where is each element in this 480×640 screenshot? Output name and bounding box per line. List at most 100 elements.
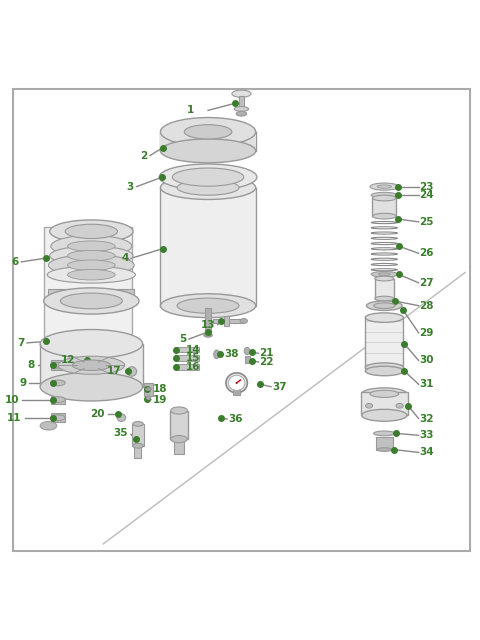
Ellipse shape [371, 271, 396, 277]
Bar [144, 383, 153, 396]
Ellipse shape [226, 373, 247, 393]
Ellipse shape [364, 366, 403, 376]
Bar [212, 319, 243, 323]
Ellipse shape [371, 193, 396, 198]
Ellipse shape [51, 397, 65, 403]
Ellipse shape [369, 183, 398, 190]
Ellipse shape [361, 388, 406, 400]
Ellipse shape [146, 396, 151, 399]
Bar [372, 198, 396, 216]
Ellipse shape [373, 431, 394, 436]
Bar [239, 96, 243, 108]
Ellipse shape [177, 180, 239, 195]
Text: 19: 19 [152, 394, 167, 404]
Text: 6: 6 [11, 257, 18, 267]
Ellipse shape [369, 390, 398, 397]
Ellipse shape [204, 333, 212, 337]
Bar [374, 278, 393, 299]
Ellipse shape [159, 164, 256, 190]
Ellipse shape [65, 224, 117, 239]
Bar [174, 364, 198, 369]
Text: 20: 20 [90, 410, 105, 419]
Bar [44, 227, 132, 341]
Ellipse shape [117, 414, 125, 422]
Ellipse shape [236, 111, 246, 116]
Bar [134, 445, 141, 458]
Text: 5: 5 [179, 334, 186, 344]
Ellipse shape [231, 90, 251, 97]
Ellipse shape [365, 403, 372, 408]
Text: 28: 28 [419, 301, 433, 310]
Ellipse shape [376, 185, 391, 188]
Text: 22: 22 [259, 357, 274, 367]
Ellipse shape [40, 330, 142, 358]
Bar [174, 355, 198, 361]
Text: 15: 15 [185, 353, 200, 363]
Text: 33: 33 [419, 430, 433, 440]
Bar [51, 378, 65, 388]
Ellipse shape [228, 375, 244, 390]
Ellipse shape [47, 266, 135, 283]
Text: 27: 27 [419, 278, 433, 288]
Ellipse shape [40, 422, 57, 430]
Text: 13: 13 [200, 320, 215, 330]
Text: 37: 37 [271, 381, 286, 392]
Bar [360, 392, 408, 415]
Ellipse shape [160, 175, 255, 200]
Text: 18: 18 [152, 383, 167, 394]
Ellipse shape [374, 276, 393, 281]
Bar [51, 413, 65, 422]
Bar [160, 188, 255, 306]
Ellipse shape [160, 118, 255, 146]
Ellipse shape [67, 269, 115, 280]
Ellipse shape [160, 294, 255, 317]
Ellipse shape [177, 298, 239, 314]
Text: 30: 30 [419, 355, 433, 365]
Ellipse shape [366, 301, 401, 310]
Bar [174, 347, 198, 353]
Bar [51, 395, 65, 404]
Ellipse shape [51, 415, 65, 420]
Ellipse shape [49, 246, 133, 265]
Ellipse shape [234, 107, 248, 111]
Ellipse shape [395, 403, 402, 408]
Ellipse shape [372, 195, 396, 201]
Text: 11: 11 [7, 413, 22, 422]
Bar [40, 344, 143, 387]
Text: 34: 34 [419, 447, 433, 458]
Ellipse shape [51, 362, 65, 368]
Ellipse shape [51, 236, 132, 257]
Text: 26: 26 [419, 248, 433, 259]
Ellipse shape [373, 303, 394, 308]
Bar [169, 410, 188, 439]
Ellipse shape [235, 382, 237, 384]
Ellipse shape [364, 363, 403, 372]
Ellipse shape [67, 250, 115, 261]
Text: 2: 2 [140, 150, 147, 161]
Ellipse shape [49, 220, 133, 243]
Ellipse shape [145, 388, 151, 390]
Text: 38: 38 [224, 349, 238, 359]
Bar [375, 437, 392, 449]
Ellipse shape [376, 447, 391, 451]
Text: 24: 24 [419, 190, 433, 200]
Text: 29: 29 [419, 328, 433, 338]
Bar [132, 424, 144, 446]
Text: 25: 25 [419, 217, 433, 227]
Bar [233, 387, 240, 396]
Bar [223, 316, 228, 326]
Text: 8: 8 [27, 360, 35, 371]
Text: 36: 36 [228, 414, 242, 424]
Text: 10: 10 [5, 394, 19, 404]
Ellipse shape [172, 168, 243, 186]
Ellipse shape [374, 296, 393, 301]
Ellipse shape [213, 350, 219, 358]
Text: 16: 16 [185, 362, 200, 372]
Ellipse shape [60, 293, 122, 309]
Ellipse shape [240, 319, 247, 323]
Ellipse shape [48, 255, 134, 276]
Ellipse shape [44, 288, 139, 314]
Ellipse shape [40, 372, 142, 401]
Text: 32: 32 [419, 413, 433, 424]
Ellipse shape [132, 444, 143, 448]
